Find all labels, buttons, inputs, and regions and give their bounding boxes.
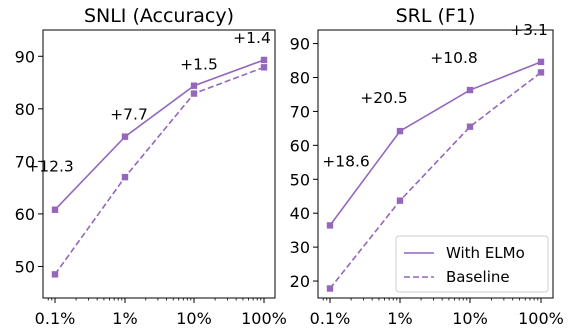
chart-0-annotation: +7.7: [110, 106, 148, 124]
chart-1-ytick-label: 20: [290, 272, 310, 291]
chart-1-series-1-point: [396, 197, 404, 204]
chart-1-title: SRL (F1): [396, 5, 476, 27]
chart-1-xtick-label: 10%: [452, 309, 488, 328]
chart-0-ytick-label: 80: [15, 100, 35, 119]
chart-0-series-1-point: [260, 64, 268, 71]
chart-1-ytick-label: 50: [290, 170, 310, 189]
chart-0-series-1-point: [190, 90, 198, 97]
chart-0-xtick-label: 1%: [112, 309, 137, 328]
chart-0-ytick-label: 70: [15, 152, 35, 171]
chart-0-series-0-point: [51, 206, 59, 213]
chart-1-ytick-label: 80: [290, 68, 310, 87]
chart-0-series-1-line: [54, 66, 265, 275]
chart-1-series-0-point: [326, 222, 334, 229]
chart-1-annotation: +18.6: [322, 152, 370, 170]
chart-1-ytick-label: 60: [290, 136, 310, 155]
chart-1-series-1-point: [466, 123, 474, 130]
chart-1-ytick-label: 30: [290, 238, 310, 257]
legend-label-0: With ELMo: [446, 244, 525, 262]
chart-1-annotation: +20.5: [360, 89, 408, 107]
chart-0-ytick-label: 60: [15, 205, 35, 224]
chart-0-xtick-label: 100%: [241, 309, 287, 328]
chart-1-xtick-label: 1%: [387, 309, 412, 328]
chart-0-series-0-point: [190, 82, 198, 89]
chart-0-ytick-label: 50: [15, 257, 35, 276]
chart-1-annotation: +10.8: [430, 49, 478, 67]
chart-0-frame: [42, 29, 276, 299]
chart-1-annotation: +3.1: [510, 21, 548, 39]
chart-0-series-0-point: [260, 56, 268, 64]
chart-0-series-1-point: [51, 271, 59, 278]
chart-1-series-1-point: [537, 69, 545, 76]
chart-1-ytick-label: 70: [290, 102, 310, 121]
chart-0-title: SNLI (Accuracy): [84, 5, 234, 27]
chart-1-xtick-label: 0.1%: [310, 309, 351, 328]
legend-label-1: Baseline: [446, 268, 510, 286]
chart-1-series-1-line: [329, 71, 542, 289]
legend-box: [395, 235, 549, 293]
chart-0-annotation: +1.4: [233, 29, 271, 47]
chart-0-xtick-label: 0.1%: [35, 309, 76, 328]
chart-0-series-1-point: [121, 173, 129, 181]
chart-0-ytick-label: 90: [15, 47, 35, 66]
chart-1-series-0-point: [537, 58, 545, 66]
chart-0-series-0-point: [121, 133, 129, 140]
chart-0-xtick-label: 10%: [176, 309, 212, 328]
chart-1-series-0-line: [329, 61, 542, 226]
chart-0-annotation: +1.5: [180, 56, 218, 74]
chart-1-ytick-label: 40: [290, 204, 310, 223]
chart-1-frame: [317, 29, 554, 299]
chart-0-series-0-line: [54, 59, 265, 211]
chart-1-xtick-label: 100%: [518, 309, 564, 328]
chart-1-series-1-point: [326, 285, 334, 292]
chart-1-series-0-point: [466, 86, 474, 94]
chart-0-annotation: +12.3: [26, 158, 74, 176]
chart-1-ytick-label: 90: [290, 35, 310, 54]
chart-1-series-0-point: [396, 127, 404, 135]
